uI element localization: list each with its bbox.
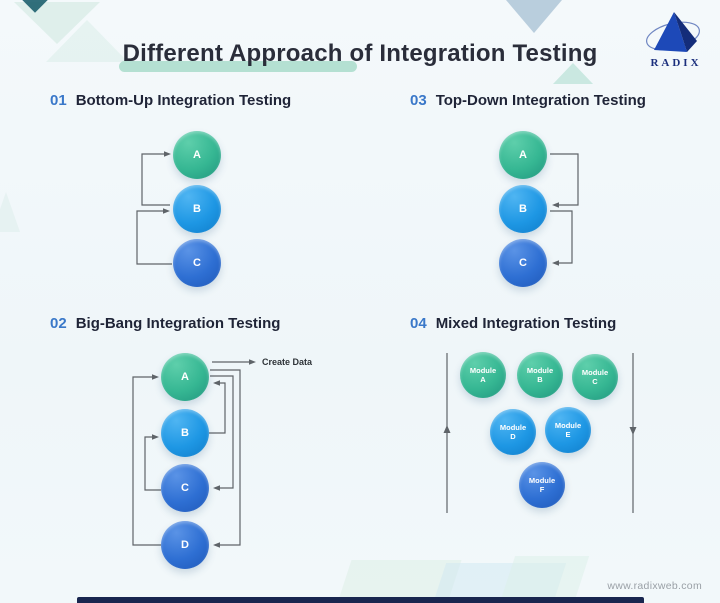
module-letter: C xyxy=(592,377,598,386)
module-letter: A xyxy=(480,375,486,384)
module-label: Module xyxy=(528,476,556,485)
node-a: A xyxy=(499,131,547,179)
module-label: Module xyxy=(526,366,554,375)
module-a: Module A xyxy=(460,352,506,398)
title-highlight xyxy=(119,61,357,72)
module-letter: D xyxy=(510,432,516,441)
module-letter: F xyxy=(539,485,545,494)
section-heading: 03 Top-Down Integration Testing xyxy=(410,92,646,109)
module-label: Module xyxy=(469,366,497,375)
section-number: 02 xyxy=(50,315,67,332)
decor-triangle-left-edge xyxy=(0,192,20,232)
decor-triangle-top-left xyxy=(14,2,100,44)
module-e: Module E xyxy=(545,407,591,453)
node-d: D xyxy=(161,521,209,569)
node-c: C xyxy=(173,239,221,287)
section-title: Big-Bang Integration Testing xyxy=(75,315,281,332)
decor-triangle-top-center xyxy=(506,0,562,33)
module-f: Module F xyxy=(519,462,565,508)
node-b: B xyxy=(499,185,547,233)
node-c: C xyxy=(161,464,209,512)
mixed-direction-arrows xyxy=(443,353,637,513)
node-label: B xyxy=(519,203,527,215)
module-label: Module xyxy=(581,368,609,377)
bottom-bar xyxy=(77,597,644,603)
decor-parallelogram-bottom-2 xyxy=(433,563,567,601)
header: Different Approach of Integration Testin… xyxy=(0,40,720,72)
website-url: www.radixweb.com xyxy=(607,580,702,592)
section-number: 01 xyxy=(50,92,67,109)
top-down-connectors xyxy=(550,153,579,266)
section-number: 04 xyxy=(410,315,427,332)
radix-pyramid-icon xyxy=(646,12,700,52)
section-title: Bottom-Up Integration Testing xyxy=(75,92,292,109)
section-heading: 02 Big-Bang Integration Testing xyxy=(50,315,280,332)
module-label: Module xyxy=(499,423,527,432)
bottom-up-connectors xyxy=(136,151,172,265)
module-letter: B xyxy=(537,375,543,384)
node-c: C xyxy=(499,239,547,287)
create-data-label: Create Data xyxy=(262,357,313,367)
section-bottom-up: 01 Bottom-Up Integration Testing A B C xyxy=(50,90,360,290)
node-label: B xyxy=(193,203,201,215)
module-label: Module xyxy=(554,421,582,430)
logo-text: RADIX xyxy=(650,57,702,69)
node-label: C xyxy=(181,482,189,494)
section-big-bang: 02 Big-Bang Integration Testing Create Da… xyxy=(50,310,360,590)
section-heading: 04 Mixed Integration Testing xyxy=(410,315,616,332)
module-b: Module B xyxy=(517,352,563,398)
page-title: Different Approach of Integration Testin… xyxy=(122,40,598,67)
node-a: A xyxy=(161,353,209,401)
section-number: 03 xyxy=(410,92,427,109)
node-a: A xyxy=(173,131,221,179)
node-label: A xyxy=(519,149,527,161)
section-heading: 01 Bottom-Up Integration Testing xyxy=(50,92,291,109)
node-label: D xyxy=(181,539,189,551)
node-label: C xyxy=(519,257,527,269)
section-top-down: 03 Top-Down Integration Testing A B C xyxy=(410,90,720,290)
node-label: B xyxy=(181,427,189,439)
module-letter: E xyxy=(565,430,571,439)
module-c: Module C xyxy=(572,354,618,400)
section-mixed: 04 Mixed Integration Testing Module A Mod… xyxy=(410,310,720,530)
node-label: A xyxy=(181,371,189,383)
radix-logo: RADIX xyxy=(640,10,712,69)
decor-diamond-dark xyxy=(22,0,48,13)
big-bang-connectors xyxy=(132,359,256,548)
section-title: Top-Down Integration Testing xyxy=(435,92,646,109)
node-label: C xyxy=(193,257,201,269)
node-b: B xyxy=(161,409,209,457)
decor-parallelogram-bottom-3 xyxy=(500,556,590,600)
section-title: Mixed Integration Testing xyxy=(435,315,617,332)
module-d: Module D xyxy=(490,409,536,455)
node-label: A xyxy=(193,149,201,161)
node-b: B xyxy=(173,185,221,233)
